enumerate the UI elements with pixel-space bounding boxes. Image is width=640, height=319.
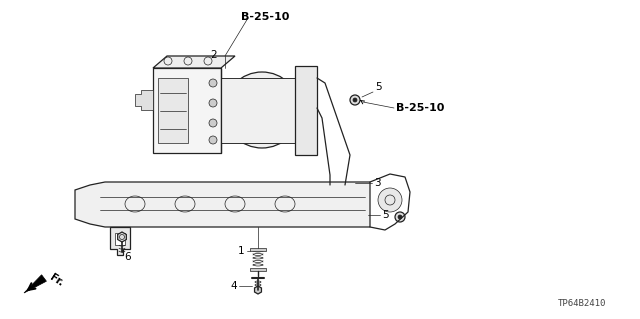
Text: B-25-10: B-25-10	[396, 103, 444, 113]
Text: Fr.: Fr.	[48, 272, 65, 288]
Circle shape	[209, 99, 217, 107]
Text: 5: 5	[382, 210, 388, 220]
Circle shape	[353, 98, 357, 102]
Polygon shape	[250, 248, 266, 251]
Circle shape	[209, 119, 217, 127]
Polygon shape	[255, 286, 262, 294]
Polygon shape	[250, 268, 266, 271]
Polygon shape	[75, 182, 370, 227]
Polygon shape	[158, 78, 188, 143]
Polygon shape	[153, 68, 221, 153]
Text: 6: 6	[125, 252, 131, 262]
Circle shape	[209, 79, 217, 87]
Polygon shape	[115, 233, 125, 245]
Text: 2: 2	[211, 50, 218, 60]
Circle shape	[209, 136, 217, 144]
Polygon shape	[135, 90, 153, 110]
Text: 3: 3	[374, 178, 381, 188]
Text: TP64B2410: TP64B2410	[557, 299, 606, 308]
Circle shape	[350, 95, 360, 105]
Polygon shape	[110, 227, 130, 255]
Text: 4: 4	[230, 281, 237, 291]
Polygon shape	[153, 56, 235, 68]
Circle shape	[252, 100, 272, 120]
Text: B-25-10: B-25-10	[241, 12, 289, 22]
Circle shape	[237, 85, 287, 135]
Polygon shape	[118, 232, 126, 242]
Polygon shape	[295, 66, 317, 155]
Circle shape	[395, 212, 405, 222]
Circle shape	[258, 106, 266, 114]
Polygon shape	[24, 275, 46, 293]
Circle shape	[398, 215, 402, 219]
Circle shape	[378, 188, 402, 212]
Text: 1: 1	[237, 246, 244, 256]
Polygon shape	[221, 78, 295, 143]
Text: 5: 5	[374, 82, 381, 92]
Circle shape	[224, 72, 300, 148]
